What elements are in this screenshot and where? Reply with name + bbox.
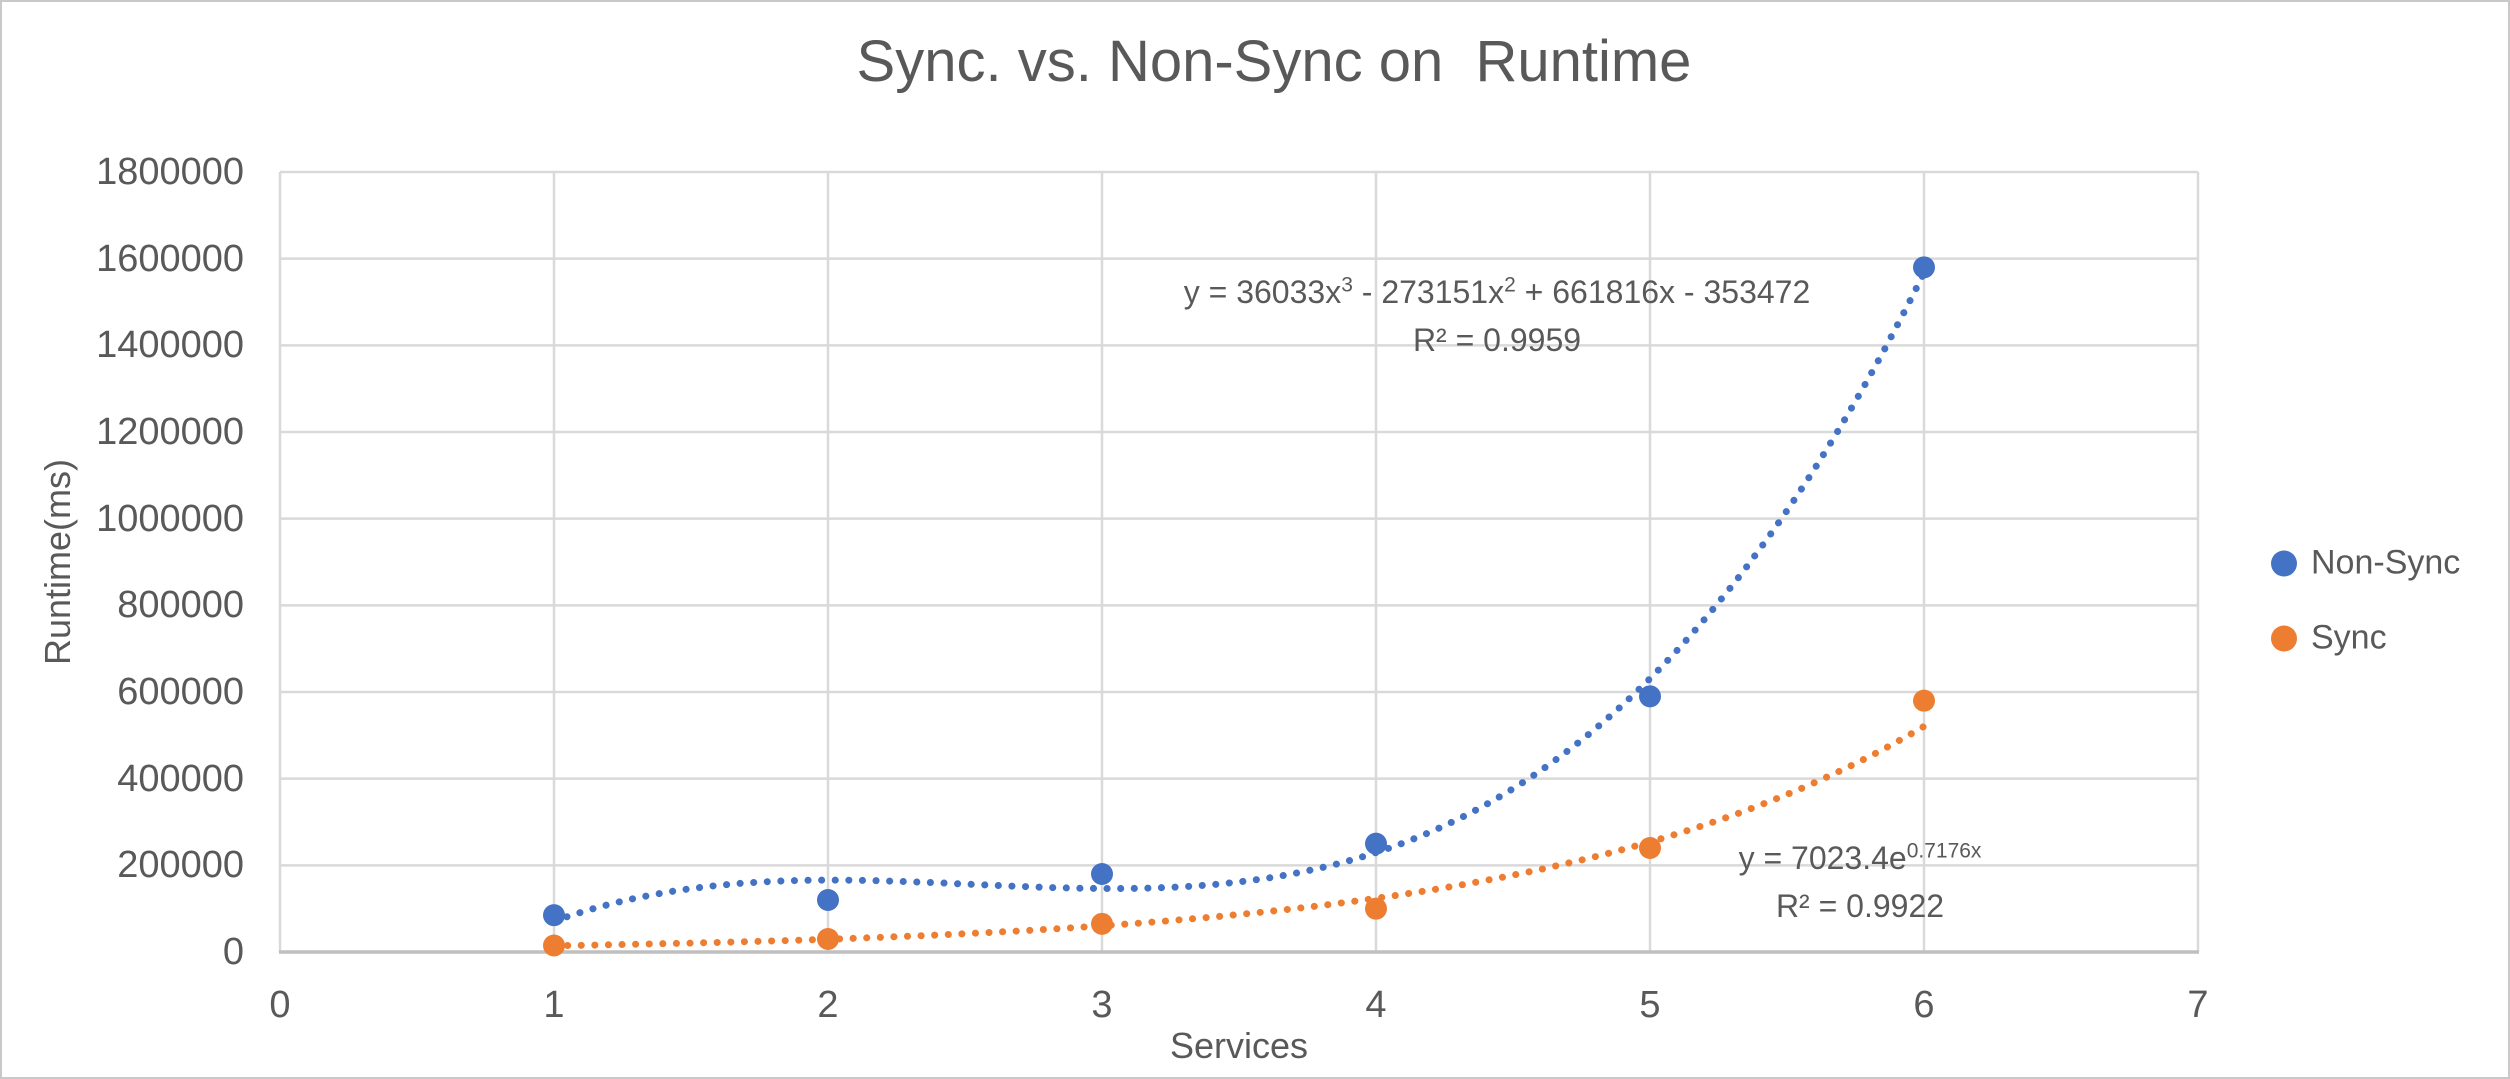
data-point-sync: [1091, 912, 1113, 935]
x-tick-label: 1: [543, 984, 565, 1026]
x-tick-label: 0: [269, 984, 291, 1026]
y-tick-label: 0: [222, 931, 244, 973]
equation-text-sync: y = 7023.4e0.7176x: [1738, 839, 1982, 876]
x-tick-label: 4: [1365, 984, 1387, 1026]
y-tick-label: 200000: [117, 844, 244, 887]
trendline-sync: [550, 722, 1928, 950]
x-tick-label: 5: [1639, 984, 1661, 1026]
legend-marker-sync-icon: [2271, 625, 2297, 651]
data-point-non-sync: [1913, 256, 1935, 279]
data-point-sync: [1365, 897, 1387, 920]
data-point-non-sync: [1639, 685, 1661, 708]
trendline-equation-sync: y = 7023.4e0.7176x R² = 0.9922: [1739, 834, 1982, 930]
equation-text-non-sync: y = 36033x3 - 273151x2 + 661816x - 35347…: [1183, 273, 1811, 310]
x-tick-label: 7: [2187, 984, 2209, 1026]
y-tick-label: 1000000: [96, 497, 244, 540]
y-tick-label: 1800000: [96, 151, 244, 193]
data-point-sync: [1639, 837, 1661, 859]
data-point-non-sync: [1365, 832, 1387, 855]
y-tick-label: 1400000: [96, 324, 244, 367]
r-squared-non-sync: R² = 0.9959: [1412, 322, 1582, 358]
legend-marker-non-sync-icon: [2271, 550, 2297, 576]
r-squared-sync: R² = 0.9922: [1775, 888, 1945, 924]
y-tick-label: 1600000: [96, 237, 244, 280]
trendline-non-sync: [550, 269, 1928, 925]
y-tick-label: 400000: [117, 757, 244, 800]
data-point-sync: [543, 934, 565, 957]
y-axis-title: Runtime(ms): [37, 458, 78, 666]
x-axis-title: Services: [1169, 1025, 1309, 1066]
data-point-non-sync: [543, 904, 565, 927]
x-tick-label: 2: [817, 984, 839, 1026]
x-tick-label: 6: [1913, 984, 1935, 1026]
chart-title: Sync. vs. Non-Sync on Runtime: [856, 29, 1692, 94]
data-point-non-sync: [817, 889, 839, 911]
legend-label-non-sync: Non-Sync: [2311, 543, 2461, 582]
legend-item-sync: Sync: [2271, 619, 2387, 658]
x-tick-label: 3: [1091, 984, 1113, 1026]
y-tick-label: 600000: [117, 671, 244, 713]
y-tick-label: 1200000: [96, 411, 244, 453]
legend-label-sync: Sync: [2311, 618, 2387, 657]
y-tick-label: 800000: [117, 584, 244, 627]
data-point-sync: [1913, 689, 1935, 712]
data-point-non-sync: [1091, 863, 1113, 885]
trendline-equation-non-sync: y = 36033x3 - 273151x2 + 661816x - 35347…: [1184, 268, 1811, 364]
legend-item-non-sync: Non-Sync: [2271, 544, 2460, 583]
data-point-sync: [817, 928, 839, 950]
